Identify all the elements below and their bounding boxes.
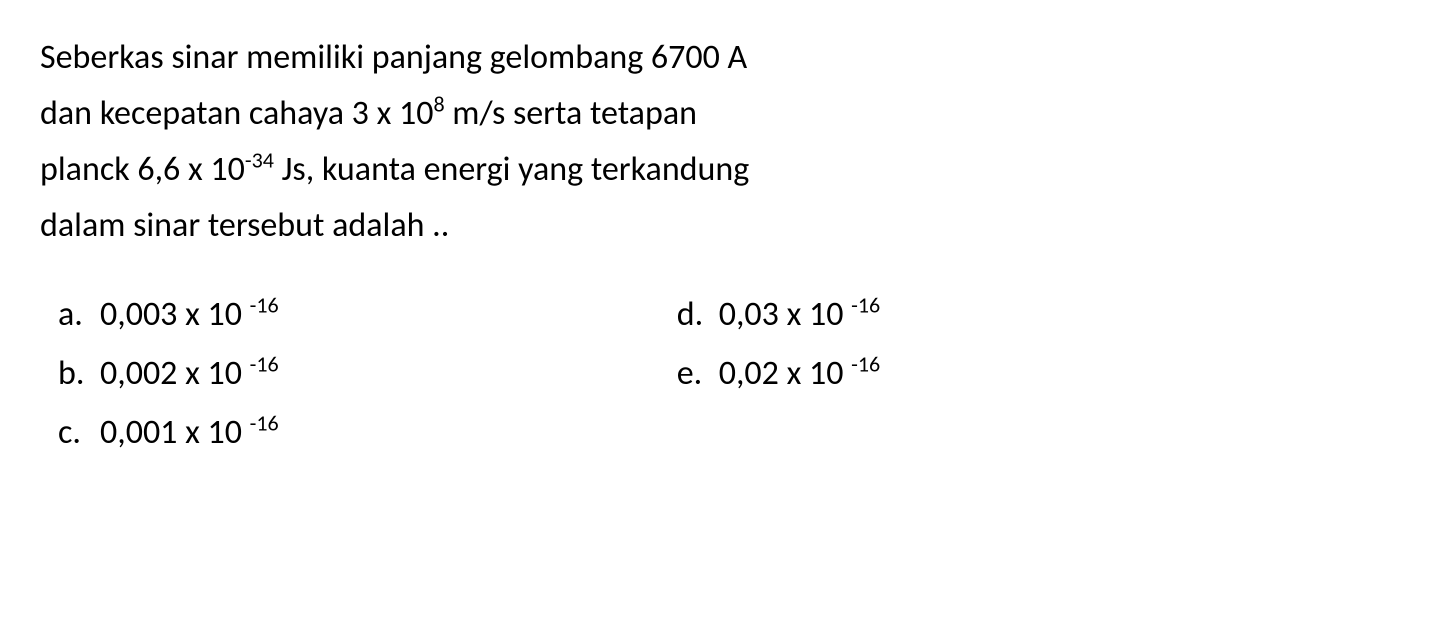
option-e-value: 0,02 x 10 -16: [719, 353, 880, 394]
options-column-left: a. 0,003 x 10 -16 b. 0,002 x 10 -16 c. 0…: [40, 294, 279, 453]
option-d: d. 0,03 x 10 -16: [659, 294, 880, 335]
question-text: Seberkas sinar memiliki panjang gelomban…: [40, 30, 1412, 254]
option-a-letter: a.: [40, 294, 100, 335]
option-a-value: 0,003 x 10 -16: [100, 294, 279, 335]
option-d-letter: d.: [659, 294, 719, 335]
question-line2-prefix: dan kecepatan cahaya 3 x 10: [40, 93, 433, 134]
option-d-exp: -16: [851, 292, 880, 319]
option-e: e. 0,02 x 10 -16: [659, 353, 880, 394]
option-b-base: 0,002 x 10: [100, 353, 242, 394]
options-container: a. 0,003 x 10 -16 b. 0,002 x 10 -16 c. 0…: [40, 294, 1412, 453]
question-line3-exp: -34: [245, 147, 274, 174]
option-b-value: 0,002 x 10 -16: [100, 353, 279, 394]
question-line2-suffix: m/s serta tetapan: [445, 93, 697, 134]
question-line2-exp: 8: [433, 91, 444, 118]
option-e-exp: -16: [851, 351, 880, 378]
option-c-base: 0,001 x 10: [100, 412, 242, 453]
option-b: b. 0,002 x 10 -16: [40, 353, 279, 394]
question-line3-suffix: Js, kuanta energi yang terkandung: [274, 149, 749, 190]
option-c-letter: c.: [40, 412, 100, 453]
question-line4: dalam sinar tersebut adalah ..: [40, 205, 449, 246]
option-b-exp: -16: [250, 351, 279, 378]
option-c-value: 0,001 x 10 -16: [100, 412, 279, 453]
option-b-letter: b.: [40, 353, 100, 394]
option-d-base: 0,03 x 10: [719, 294, 844, 335]
option-a-base: 0,003 x 10: [100, 294, 242, 335]
options-column-right: d. 0,03 x 10 -16 e. 0,02 x 10 -16: [659, 294, 880, 453]
option-c-exp: -16: [250, 410, 279, 437]
option-c: c. 0,001 x 10 -16: [40, 412, 279, 453]
option-a-exp: -16: [250, 292, 279, 319]
option-e-letter: e.: [659, 353, 719, 394]
question-line1: Seberkas sinar memiliki panjang gelomban…: [40, 37, 747, 78]
option-d-value: 0,03 x 10 -16: [719, 294, 880, 335]
option-a: a. 0,003 x 10 -16: [40, 294, 279, 335]
option-e-base: 0,02 x 10: [719, 353, 844, 394]
question-line3-prefix: planck 6,6 x 10: [40, 149, 245, 190]
